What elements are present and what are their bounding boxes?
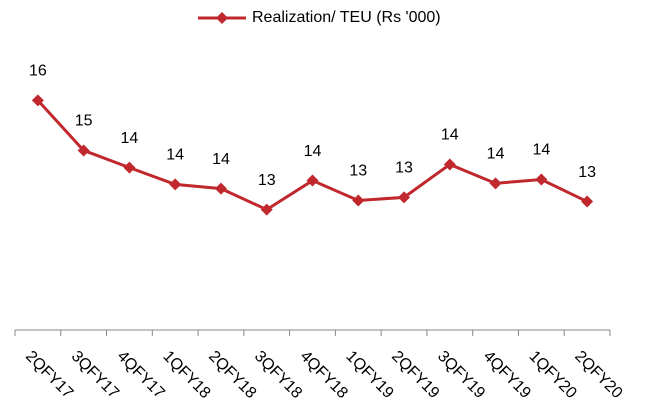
x-tick-label: 3QFY19 (434, 348, 488, 402)
x-tick-label: 2QFY17 (22, 348, 76, 402)
data-label: 14 (304, 143, 322, 160)
data-label: 15 (75, 113, 93, 130)
point (169, 178, 182, 191)
data-label: 14 (441, 127, 459, 144)
x-tick-label: 2QFY20 (571, 348, 625, 402)
point (214, 182, 227, 195)
point (306, 174, 319, 187)
legend-label: Realization/ TEU (Rs '000) (252, 9, 441, 26)
x-tick-label: 3QFY18 (251, 348, 305, 402)
data-label: 14 (532, 142, 550, 159)
point (31, 94, 44, 107)
x-tick-label: 3QFY17 (68, 348, 122, 402)
point (260, 203, 273, 216)
point (535, 173, 548, 186)
point (352, 194, 365, 207)
data-label: 14 (487, 146, 505, 163)
data-label: 13 (578, 164, 596, 181)
x-tick-label: 1QFY19 (342, 348, 396, 402)
x-tick-label: 1QFY18 (159, 348, 213, 402)
legend-marker (216, 12, 228, 24)
data-label: 13 (258, 172, 276, 189)
x-tick-label: 4QFY17 (114, 348, 168, 402)
point (77, 144, 90, 157)
data-label: 16 (29, 63, 47, 80)
data-label: 14 (166, 147, 184, 164)
x-tick-label: 1QFY20 (526, 348, 580, 402)
x-tick-label: 2QFY19 (388, 348, 442, 402)
x-tick-label: 4QFY18 (297, 348, 351, 402)
point (443, 158, 456, 171)
x-tick-label: 2QFY18 (205, 348, 259, 402)
point (123, 161, 136, 174)
data-label: 14 (212, 151, 230, 168)
point (489, 177, 502, 190)
data-label: 14 (121, 130, 139, 147)
data-label: 13 (349, 163, 367, 180)
data-label: 13 (395, 160, 413, 177)
point (581, 195, 594, 208)
point (398, 191, 411, 204)
x-tick-label: 4QFY19 (480, 348, 534, 402)
